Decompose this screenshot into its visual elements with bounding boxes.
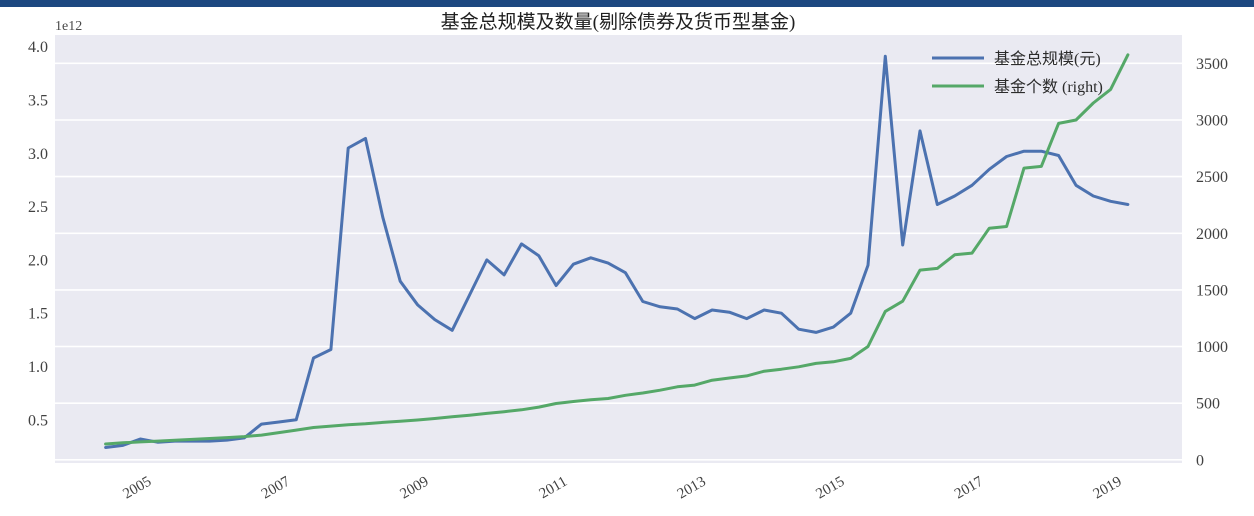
chart-title: 基金总规模及数量(剔除债券及货币型基金)	[441, 11, 796, 33]
legend-label-total-scale: 基金总规模(元)	[994, 50, 1101, 68]
left-axis-tick-label: 2.0	[28, 252, 48, 269]
gridlines	[55, 62, 1182, 461]
right-axis-tick-label: 2000	[1196, 226, 1228, 243]
legend: 基金总规模(元) 基金个数 (right)	[932, 50, 1103, 96]
right-axis-tick-label: 500	[1196, 396, 1220, 413]
left-axis-tick-label: 1.0	[28, 359, 48, 376]
left-axis-tick-label: 3.0	[28, 146, 48, 163]
right-axis-tick-label: 3000	[1196, 113, 1228, 130]
top-border-bar	[0, 0, 1254, 7]
x-axis-tick-label: 2011	[537, 474, 571, 503]
x-axis-tick-label: 2019	[1091, 474, 1125, 503]
series-line-total-scale	[104, 54, 1130, 449]
x-axis-tick-label: 2005	[120, 474, 154, 503]
right-axis-tick-label: 2500	[1196, 169, 1228, 186]
left-axis-tick-label: 0.5	[28, 412, 48, 429]
x-axis-tick-label: 2013	[675, 474, 709, 503]
right-axis-tick-label: 1000	[1196, 339, 1228, 356]
x-axis-tick-label: 2017	[952, 473, 986, 502]
left-axis-tick-label: 1.5	[28, 306, 48, 323]
series-lines	[104, 53, 1130, 449]
x-axis-tick-label: 2007	[259, 473, 293, 502]
left-axis-offset-label: 1e12	[55, 19, 82, 34]
legend-label-fund-count: 基金个数 (right)	[994, 78, 1103, 96]
left-axis-tick-label: 4.0	[28, 39, 48, 56]
right-axis-tick-label: 3500	[1196, 56, 1228, 73]
series-line-fund-count	[104, 53, 1130, 446]
right-axis-tick-label: 1500	[1196, 282, 1228, 299]
x-axis-tick-label: 2015	[813, 474, 847, 503]
right-axis-tick-label: 0	[1196, 452, 1204, 469]
x-axis-tick-label: 2009	[398, 474, 432, 503]
left-axis-tick-label: 3.5	[28, 93, 48, 110]
left-axis-tick-label: 2.5	[28, 199, 48, 216]
plot-area	[55, 35, 1182, 463]
